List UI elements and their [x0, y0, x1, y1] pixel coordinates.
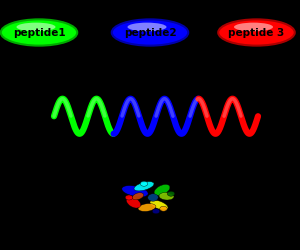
Text: peptide2: peptide2	[124, 28, 176, 38]
Ellipse shape	[1, 20, 77, 46]
Ellipse shape	[138, 204, 156, 212]
Ellipse shape	[16, 23, 56, 31]
Text: peptide1: peptide1	[13, 28, 65, 38]
Ellipse shape	[126, 197, 141, 208]
Ellipse shape	[134, 182, 154, 191]
Ellipse shape	[159, 192, 174, 200]
Ellipse shape	[148, 194, 158, 201]
Ellipse shape	[125, 195, 133, 200]
Ellipse shape	[160, 206, 167, 211]
Ellipse shape	[132, 193, 144, 200]
Ellipse shape	[150, 200, 168, 210]
Ellipse shape	[154, 184, 170, 196]
Ellipse shape	[122, 186, 148, 197]
Ellipse shape	[167, 191, 175, 196]
Ellipse shape	[152, 209, 160, 214]
Ellipse shape	[234, 23, 273, 31]
Text: peptide 3: peptide 3	[228, 28, 285, 38]
Ellipse shape	[112, 20, 188, 46]
Ellipse shape	[128, 23, 167, 31]
Ellipse shape	[140, 181, 148, 186]
Ellipse shape	[218, 20, 295, 46]
